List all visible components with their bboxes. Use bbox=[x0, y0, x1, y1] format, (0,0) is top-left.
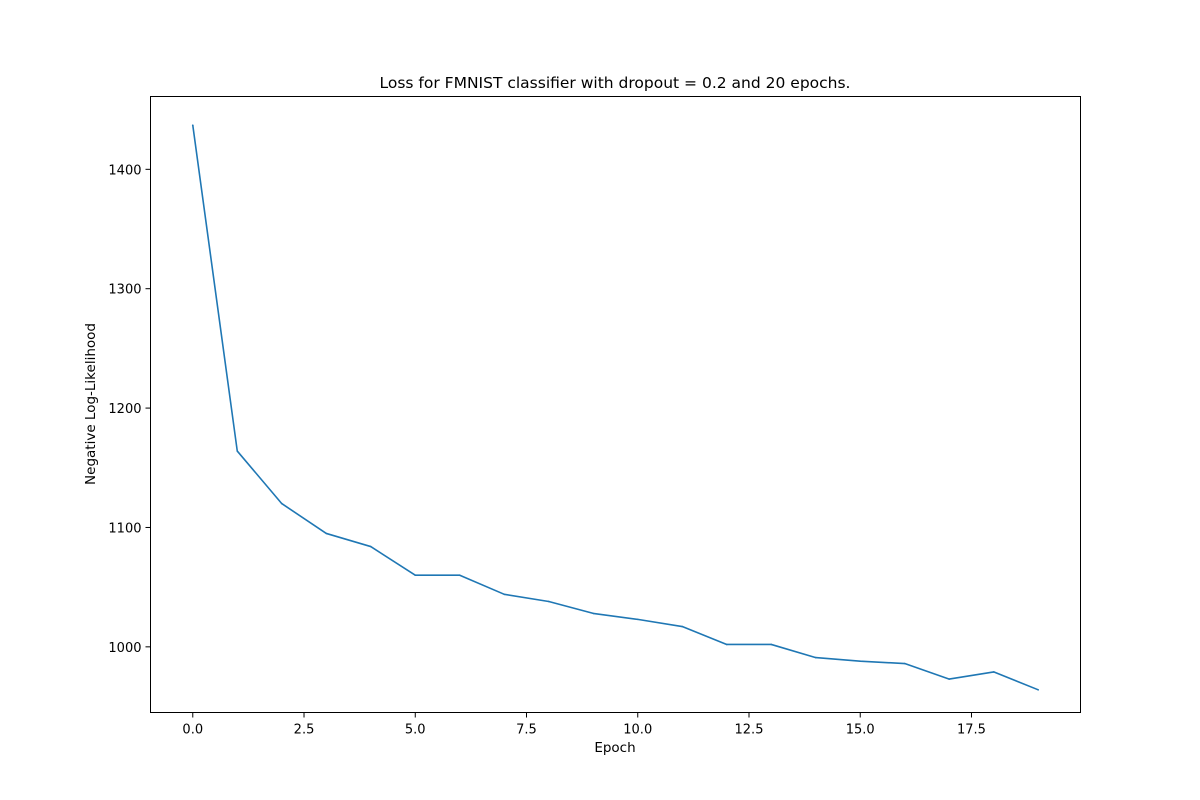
y-axis-title: Negative Log-Likelihood bbox=[83, 323, 99, 485]
data-point bbox=[547, 600, 550, 603]
data-point bbox=[636, 618, 639, 621]
y-tick-label: 1100 bbox=[108, 521, 141, 536]
chart-title: Loss for FMNIST classifier with dropout … bbox=[380, 74, 851, 92]
data-point bbox=[592, 612, 595, 615]
x-tick-label: 0.0 bbox=[182, 723, 203, 738]
x-tick-label: 10.0 bbox=[623, 723, 652, 738]
data-point bbox=[814, 656, 817, 659]
x-tick-label: 15.0 bbox=[846, 723, 875, 738]
y-tick-label: 1200 bbox=[108, 402, 141, 417]
data-point bbox=[1037, 689, 1040, 691]
data-point bbox=[458, 574, 461, 577]
x-axis-title: Epoch bbox=[594, 740, 635, 756]
data-point bbox=[369, 545, 372, 548]
x-tick-label: 5.0 bbox=[405, 723, 426, 738]
loss-series-line bbox=[191, 125, 1039, 691]
data-point bbox=[770, 643, 773, 646]
x-tick-label: 2.5 bbox=[294, 723, 315, 738]
y-tick-label: 1400 bbox=[108, 163, 141, 178]
data-point bbox=[236, 450, 239, 452]
x-tick-label: 12.5 bbox=[735, 723, 764, 738]
data-point bbox=[725, 643, 728, 646]
plot-area bbox=[191, 124, 1040, 691]
data-point bbox=[948, 678, 951, 680]
x-axis: 0.0 2.5 5.0 7.5 10.0 12.5 15.0 17.5 bbox=[182, 712, 986, 738]
plot-frame bbox=[150, 96, 1081, 713]
data-point bbox=[503, 593, 506, 596]
x-tick-label: 17.5 bbox=[957, 723, 986, 738]
y-tick-label: 1000 bbox=[108, 641, 141, 656]
data-point bbox=[414, 574, 417, 577]
data-point bbox=[992, 671, 995, 673]
data-point bbox=[859, 660, 862, 662]
data-point bbox=[325, 532, 328, 535]
data-point bbox=[191, 124, 194, 126]
y-tick-label: 1300 bbox=[108, 283, 141, 298]
data-point bbox=[280, 502, 283, 505]
data-point bbox=[903, 662, 906, 665]
y-axis: 1000 1100 1200 1300 1400 bbox=[108, 163, 151, 656]
x-tick-label: 7.5 bbox=[516, 723, 537, 738]
data-point bbox=[681, 625, 684, 628]
